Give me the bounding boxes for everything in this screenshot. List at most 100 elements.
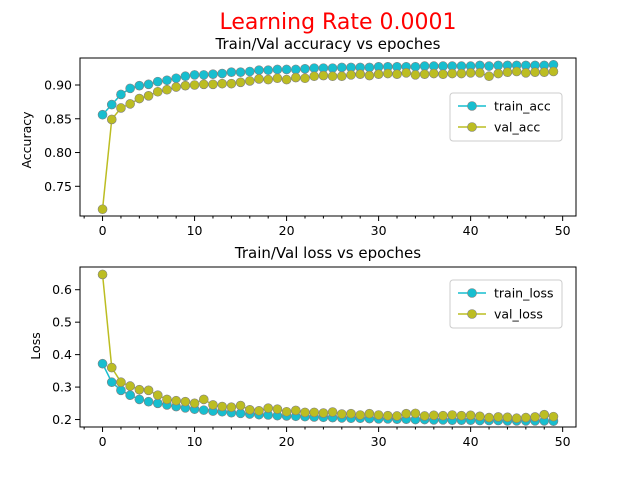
val_loss-point (447, 410, 458, 420)
loss-series (97, 269, 559, 426)
train_acc-point (309, 63, 319, 73)
train_acc-point (263, 65, 273, 75)
val_acc-point (97, 204, 108, 215)
accuracy-ticks: 0 10 20 30 40 50 0.75 0.80 0.85 0.90 (44, 78, 571, 238)
train_loss-point (134, 394, 145, 405)
legend-item-train_acc: train_acc (458, 99, 551, 114)
val_acc-point (171, 82, 181, 92)
train_acc-point (410, 61, 421, 72)
series-train_acc (97, 59, 559, 120)
val_loss-point (180, 396, 191, 407)
train_acc-point (208, 69, 218, 80)
legend-item-val_acc: val_acc (458, 120, 540, 135)
train_acc-point (217, 68, 227, 79)
legend-swatch-marker (467, 288, 477, 298)
series-val_acc (97, 66, 559, 215)
train_acc-point (235, 67, 246, 77)
val_acc-point (530, 67, 540, 77)
val_loss-point (401, 408, 412, 419)
train_loss-point (152, 398, 163, 409)
train_acc-point (134, 80, 145, 91)
val_loss-point (254, 405, 264, 416)
val_loss-point (373, 410, 384, 420)
train_acc-point (419, 61, 430, 71)
val_loss-point (364, 408, 375, 419)
accuracy-plot-frame (79, 57, 577, 217)
val_acc-point (456, 68, 467, 79)
accuracy-y-tick-label: 0.85 (44, 111, 72, 126)
accuracy-x-tick-label: 20 (279, 223, 295, 238)
loss-legend-box (449, 279, 563, 329)
val_loss-point (300, 407, 310, 418)
train_acc-point (327, 63, 338, 73)
val_loss-point (143, 385, 154, 396)
loss-y-axis-label: Loss (28, 332, 43, 359)
loss-y-tick-label: 0.6 (52, 282, 72, 297)
train_acc-point (364, 62, 375, 73)
val_loss-point (244, 404, 255, 415)
accuracy-series (97, 59, 559, 215)
val_loss-point (217, 401, 227, 412)
accuracy-x-tick-label: 50 (555, 223, 571, 238)
train_loss-point (143, 396, 154, 407)
val_loss-point (134, 384, 145, 395)
train_acc-point (106, 99, 117, 110)
val_loss-point (198, 394, 209, 405)
val_loss-point (438, 410, 448, 421)
val_acc-point (346, 70, 356, 80)
legend-label: train_loss (494, 286, 554, 301)
val_loss-point (493, 412, 504, 422)
train_acc-point (152, 76, 163, 87)
val_loss-point (337, 409, 347, 419)
val_acc-point (364, 70, 375, 81)
series-val_loss (97, 269, 559, 424)
val_acc-point (162, 84, 172, 95)
val_acc-point (198, 79, 209, 90)
accuracy-legend-box (449, 92, 563, 142)
train_loss-point (116, 385, 126, 396)
train_acc-point (116, 89, 126, 100)
val_acc-point (337, 71, 347, 82)
val_acc-point (475, 68, 485, 78)
train_loss-point (125, 390, 135, 400)
loss-y-tick-label: 0.3 (52, 380, 72, 395)
val_acc-point (208, 79, 218, 90)
train_acc-point (226, 67, 237, 77)
val_loss-point (484, 412, 494, 423)
val_acc-point (263, 74, 273, 85)
train_loss-point (106, 377, 117, 388)
val_acc-point (392, 69, 402, 80)
train_acc-point (125, 83, 135, 94)
train_acc-point (290, 64, 301, 75)
val_loss-point (530, 412, 540, 422)
loss-ticks: 0 10 20 30 40 50 0.2 0.3 0.4 0.5 0.6 (52, 282, 571, 449)
val_acc-point (383, 68, 393, 79)
legend-swatch-marker (467, 122, 477, 132)
val_acc-point (465, 68, 476, 78)
val_loss-point (355, 410, 366, 420)
legend-swatch-marker (467, 101, 477, 111)
val_loss-point (263, 403, 273, 413)
val_loss-point (539, 409, 550, 420)
val_acc-point (511, 66, 522, 77)
val_acc-point (373, 69, 384, 80)
val_loss-point (318, 408, 329, 418)
loss-axes: Train/Val loss vs epoches Loss 0 10 20 30 40… (28, 244, 577, 449)
val_acc-point (143, 91, 154, 101)
val_acc-point (272, 73, 283, 84)
train_acc-point (438, 61, 448, 71)
val_loss-point (189, 398, 200, 409)
val_loss-point (465, 410, 476, 421)
val_loss-point (125, 381, 135, 391)
accuracy-legend: train_acc val_acc (449, 92, 563, 142)
val_loss-point (171, 395, 181, 406)
loss-x-tick-label: 0 (99, 434, 107, 449)
val_loss-point (475, 411, 485, 422)
val_loss-point (162, 394, 172, 405)
train_acc-point (180, 71, 191, 82)
val_acc-point (235, 77, 246, 88)
accuracy-x-tick-label: 30 (371, 223, 387, 238)
train_acc-point (162, 75, 172, 86)
val_acc-point (300, 73, 310, 84)
